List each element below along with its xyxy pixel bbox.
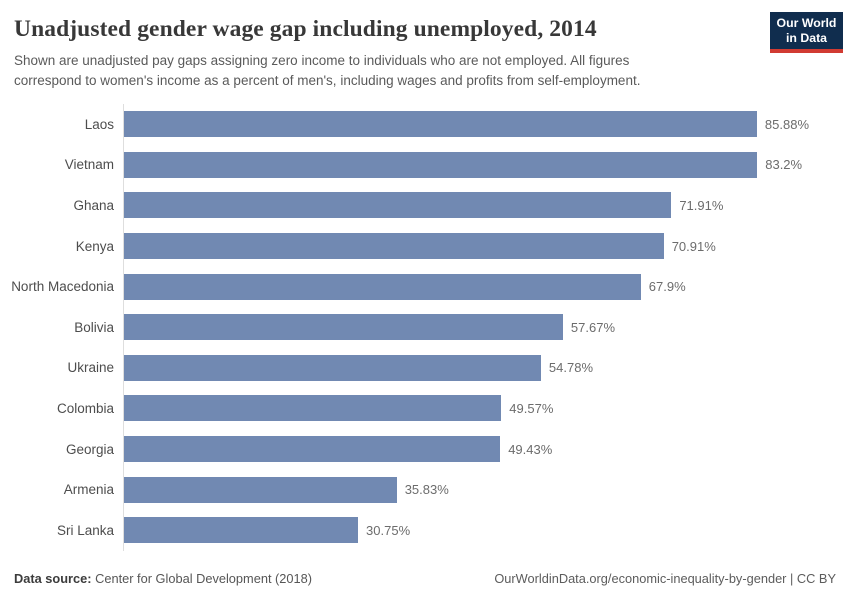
category-label: Georgia <box>65 441 114 457</box>
bar[interactable] <box>124 233 664 260</box>
bar[interactable] <box>124 314 563 341</box>
bar[interactable] <box>124 111 757 138</box>
value-label: 57.67% <box>570 319 616 335</box>
chart-footer: Data source: Center for Global Developme… <box>14 571 836 586</box>
bar-row: Armenia 35.83% <box>0 469 850 510</box>
bar-row: Colombia 49.57% <box>0 388 850 429</box>
bar-track: 70.91% <box>123 225 809 267</box>
bar-row: Ukraine 54.78% <box>0 347 850 389</box>
value-label: 49.43% <box>508 441 553 457</box>
value-label: 70.91% <box>671 238 716 254</box>
bar[interactable] <box>124 395 502 422</box>
bar-track: 49.57% <box>123 388 809 429</box>
bar-track: 85.88% <box>123 104 809 145</box>
category-label: Laos <box>84 116 114 132</box>
category-label: Kenya <box>75 238 114 254</box>
category-label: Vietnam <box>64 157 114 173</box>
bar-track: 71.91% <box>123 185 809 226</box>
owid-logo[interactable]: Our World in Data <box>770 12 843 53</box>
bar-track: 83.2% <box>123 144 809 186</box>
bar-track: 49.43% <box>123 428 809 470</box>
data-source-value: Center for Global Development (2018) <box>95 571 313 586</box>
category-label: Bolivia <box>74 319 114 335</box>
value-label: 85.88% <box>764 116 809 132</box>
bar-row: Bolivia 57.67% <box>0 306 850 348</box>
owid-logo-line1: Our World <box>776 16 837 30</box>
value-label: 30.75% <box>366 522 411 538</box>
bar-row: Ghana 71.91% <box>0 185 850 226</box>
value-label: 49.57% <box>509 400 554 416</box>
bar[interactable] <box>124 151 758 178</box>
page-title: Unadjusted gender wage gap including une… <box>14 16 597 42</box>
bar-track: 30.75% <box>123 509 809 551</box>
bar-row: Georgia 49.43% <box>0 428 850 470</box>
value-label: 54.78% <box>548 360 594 376</box>
bar-track: 35.83% <box>123 469 809 510</box>
bar-track: 54.78% <box>123 347 809 389</box>
value-label: 71.91% <box>679 197 724 213</box>
bar[interactable] <box>124 354 541 381</box>
bar-row: Kenya 70.91% <box>0 225 850 267</box>
bar-track: 67.9% <box>123 266 809 307</box>
owid-logo-line2: in Data <box>786 30 827 45</box>
bar[interactable] <box>124 273 641 300</box>
category-label: Ukraine <box>67 360 114 376</box>
bar[interactable] <box>124 192 672 219</box>
bar[interactable] <box>124 476 397 503</box>
data-source: Data source: Center for Global Developme… <box>14 571 312 586</box>
bar[interactable] <box>124 517 359 544</box>
bar-track: 57.67% <box>123 306 809 348</box>
bar-row: Sri Lanka 30.75% <box>0 509 850 551</box>
category-label: North Macedonia <box>11 279 114 295</box>
attribution-link[interactable]: OurWorldinData.org/economic-inequality-b… <box>494 571 836 586</box>
page-subtitle: Shown are unadjusted pay gaps assigning … <box>14 53 641 88</box>
bar[interactable] <box>124 436 501 463</box>
bar-row: Vietnam 83.2% <box>0 144 850 186</box>
value-label: 67.9% <box>648 279 686 295</box>
category-label: Armenia <box>63 482 114 498</box>
category-label: Sri Lanka <box>56 522 114 538</box>
data-source-label: Data source: <box>14 571 92 586</box>
value-label: 83.2% <box>765 157 803 173</box>
bar-row: Laos 85.88% <box>0 104 850 145</box>
chart-header: Unadjusted gender wage gap including une… <box>0 0 850 90</box>
value-label: 35.83% <box>404 482 449 498</box>
category-label: Colombia <box>56 400 114 416</box>
category-label: Ghana <box>73 197 114 213</box>
bar-row: North Macedonia 67.9% <box>0 266 850 307</box>
plot-area: Laos 85.88% Vietnam 83.2% Ghana 71.91% Kenya 70… <box>0 104 850 551</box>
